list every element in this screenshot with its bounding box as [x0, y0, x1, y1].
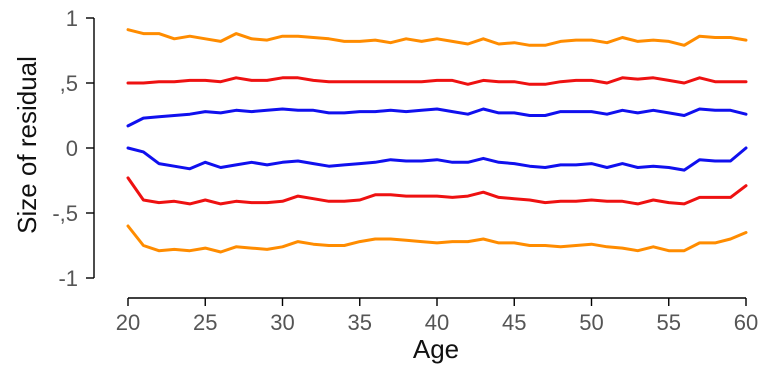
y-tick-label: -,5 [52, 201, 78, 226]
y-tick-label: -1 [58, 266, 78, 291]
x-tick-label: 25 [193, 310, 217, 335]
x-tick-label: 30 [270, 310, 294, 335]
series-line-3 [126, 107, 748, 128]
x-tick-label: 40 [425, 310, 449, 335]
y-axis-title: Size of residual [12, 56, 42, 234]
series-line-6 [126, 224, 748, 254]
x-tick-label: 60 [734, 310, 758, 335]
x-tick-label: 45 [502, 310, 526, 335]
series-line-2 [126, 76, 748, 86]
x-axis-title: Age [413, 334, 459, 364]
chart-series-layer [126, 28, 748, 254]
x-tick-label: 20 [116, 310, 140, 335]
x-tick-label: 35 [348, 310, 372, 335]
y-tick-label: ,5 [60, 71, 78, 96]
series-line-4 [126, 146, 748, 172]
x-tick-label: 55 [657, 310, 681, 335]
x-tick-label: 50 [579, 310, 603, 335]
series-line-5 [126, 176, 748, 206]
y-tick-label: 0 [66, 136, 78, 161]
y-tick-label: 1 [66, 6, 78, 31]
series-line-1 [126, 28, 748, 47]
chart-axes: 1 ,5 0 -,5 -1 20 25 30 35 40 45 50 55 60 [52, 6, 758, 335]
